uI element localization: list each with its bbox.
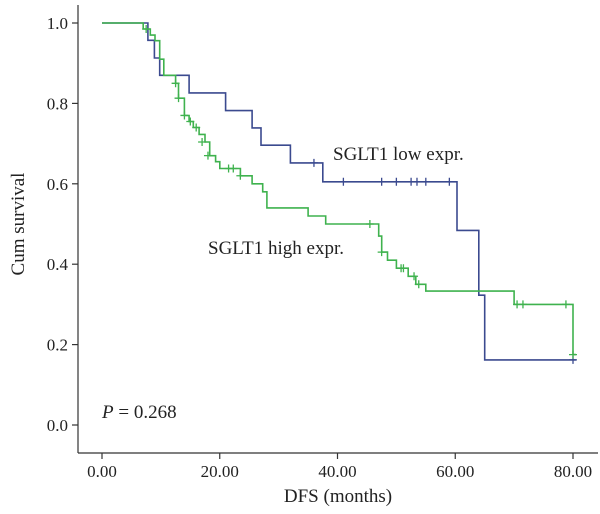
censor-mark-high [569,350,577,359]
x-tick-label: 20.00 [201,462,239,481]
series-label-low: SGLT1 low expr. [333,144,464,165]
y-tick-label: 1.0 [47,14,68,33]
censor-mark-high [192,123,201,132]
p-value-annotation: P = 0.268 [101,402,177,423]
censor-mark-high [365,220,374,228]
censor-mark-low [377,177,386,186]
x-tick-label: 0.00 [87,462,117,481]
censor-mark-high [399,264,408,273]
censor-mark-low [309,158,318,167]
series-line-low [102,22,576,361]
censor-mark-high [142,25,151,34]
censor-mark-high [203,151,212,160]
y-tick-label: 0.0 [47,416,68,435]
censor-mark-high [561,300,570,309]
censor-mark-high [518,300,527,309]
censor-mark-low [445,177,454,186]
y-tick-label: 0.2 [47,336,68,355]
y-tick-label: 0.4 [47,255,69,274]
censor-mark-high [174,94,183,103]
y-axis-label: Cum survival [8,173,29,276]
censor-mark-high [229,164,238,173]
censor-mark-low [412,177,421,186]
censor-mark-high [236,171,245,180]
x-axis-label: DFS (months) [284,486,392,507]
series-line-high [102,22,576,356]
y-tick-label: 0.8 [47,94,68,113]
x-tick-label: 40.00 [318,462,356,481]
censor-mark-low [339,177,348,186]
censor-mark-high [377,248,386,257]
censor-mark-high [410,272,419,281]
censor-mark-high [186,117,195,126]
p-value-text: = 0.268 [114,402,177,423]
censor-mark-high [198,137,207,146]
censor-mark-low [421,177,430,186]
x-tick-label: 80.00 [554,462,592,481]
x-tick-label: 60.00 [436,462,474,481]
series-label-high: SGLT1 high expr. [208,238,344,259]
series-layer [102,22,577,364]
censor-mark-high [171,79,180,88]
censor-mark-high [180,111,189,120]
p-value-symbol: P [101,402,114,423]
censor-mark-high [414,280,423,289]
y-tick-label: 0.6 [47,175,68,194]
axes: 0.00 20.00 40.00 60.00 80.00 0.0 0.2 0.4 0.6 0.8 1… [47,5,598,481]
censor-mark-low [392,177,401,186]
